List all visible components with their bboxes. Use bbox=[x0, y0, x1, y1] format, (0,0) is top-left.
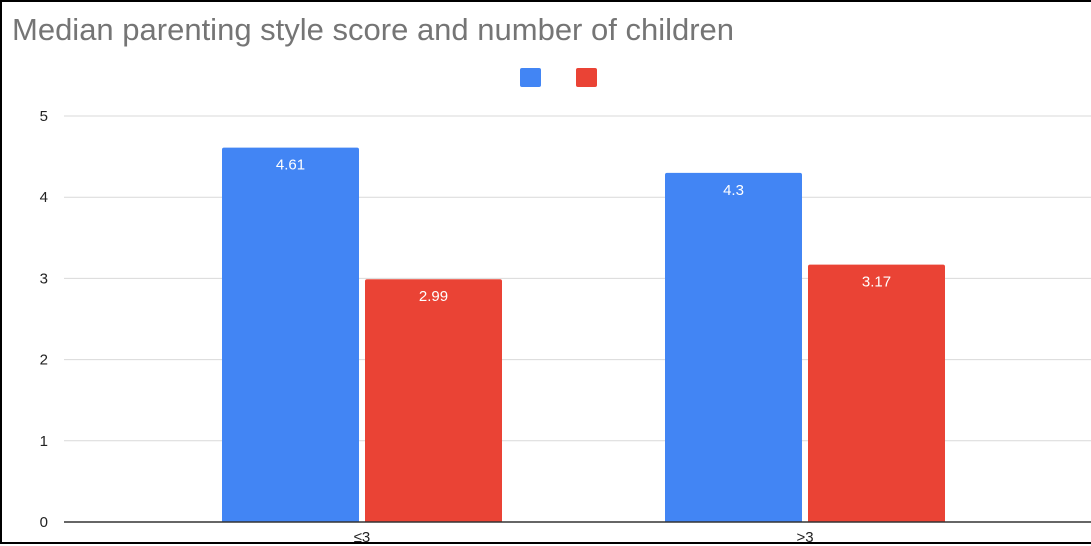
x-category-label: ≤3 bbox=[354, 529, 371, 546]
bar bbox=[365, 279, 502, 522]
bars: 4.61 2.99 4.3 3.17 bbox=[222, 147, 945, 522]
y-tick-label: 3 bbox=[40, 270, 48, 287]
legend-swatch bbox=[576, 68, 597, 87]
y-tick-label: 2 bbox=[40, 352, 48, 369]
chart-title: Median parenting style score and number … bbox=[12, 12, 735, 47]
bar bbox=[665, 172, 802, 522]
data-label: 2.99 bbox=[419, 288, 448, 305]
legend bbox=[520, 68, 597, 87]
y-tick-label: 5 bbox=[40, 108, 48, 125]
axes: 0 1 2 3 4 5 ≤3 >3 bbox=[40, 108, 1091, 546]
y-tick-label: 1 bbox=[40, 433, 48, 450]
y-tick-label: 4 bbox=[40, 189, 48, 206]
bar bbox=[222, 147, 359, 522]
legend-swatch bbox=[520, 68, 541, 87]
data-label: 4.3 bbox=[723, 182, 744, 199]
y-tick-label: 0 bbox=[40, 514, 48, 531]
data-label: 3.17 bbox=[862, 274, 891, 291]
x-category-label: >3 bbox=[796, 529, 813, 546]
bar bbox=[808, 264, 945, 522]
data-label: 4.61 bbox=[276, 157, 305, 174]
